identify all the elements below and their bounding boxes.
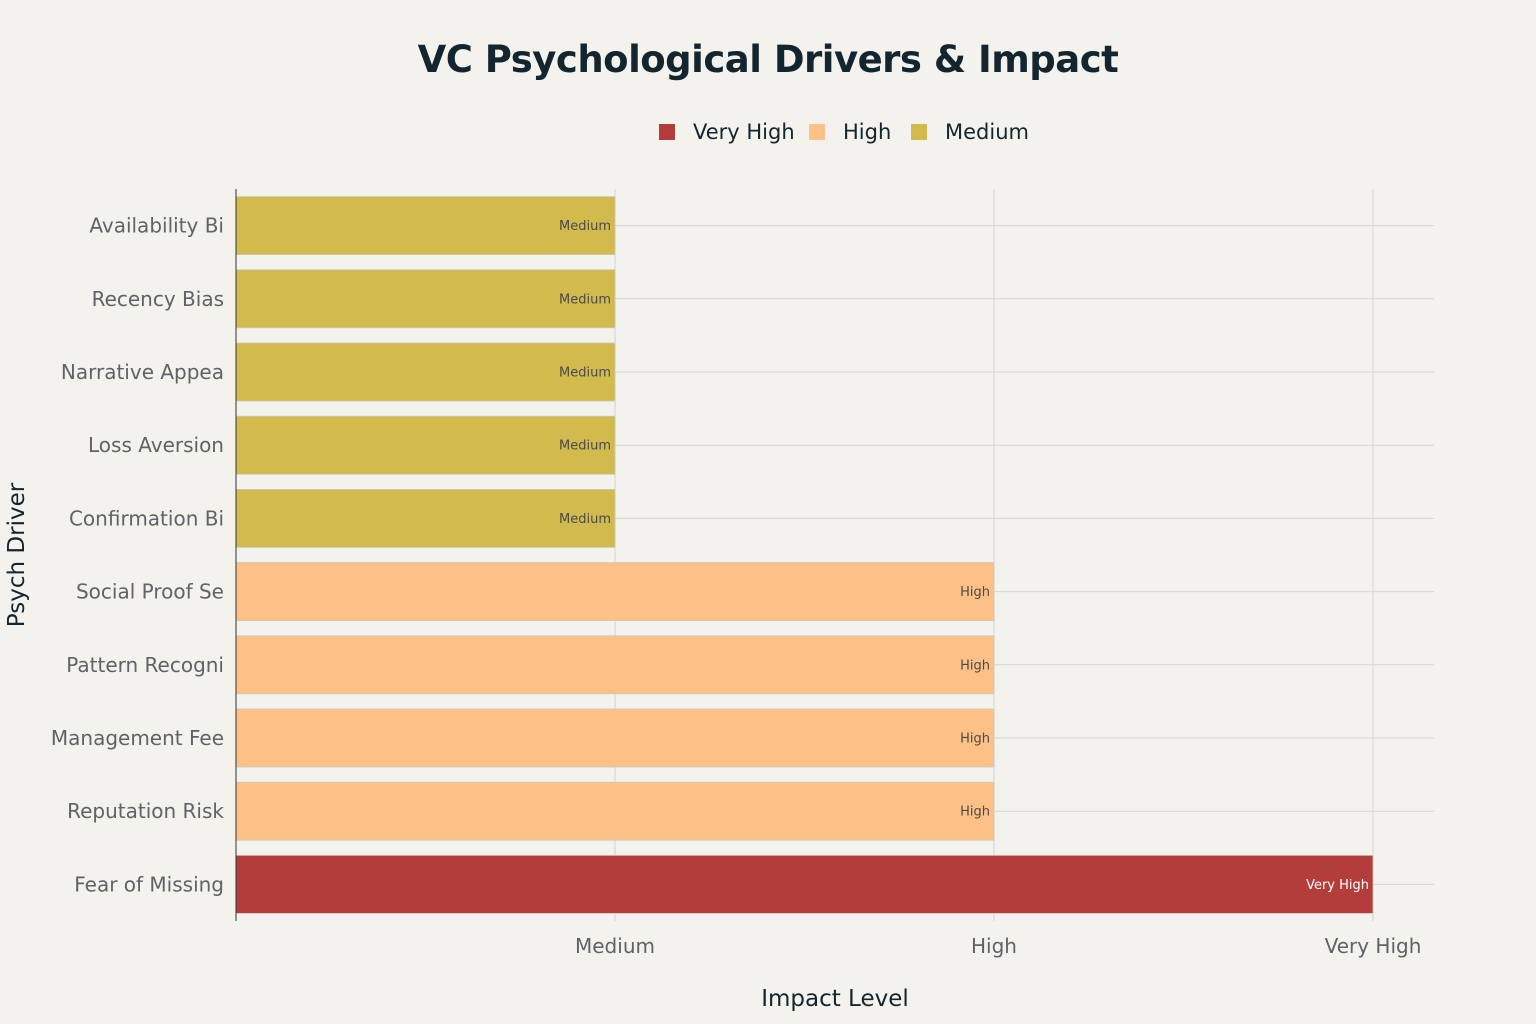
bar bbox=[235, 415, 616, 475]
bar bbox=[235, 635, 995, 695]
bar bbox=[235, 269, 616, 329]
chart-title: VC Psychological Drivers & Impact bbox=[417, 38, 1119, 81]
legend: Very High High Medium bbox=[0, 118, 1536, 146]
bar bbox=[235, 342, 616, 402]
y-tick-label: Narrative Appea bbox=[61, 360, 224, 384]
legend-label-medium: Medium bbox=[945, 120, 1029, 144]
y-tick-label: Loss Aversion bbox=[88, 433, 224, 457]
legend-swatch-medium bbox=[911, 124, 927, 140]
bar bbox=[235, 708, 995, 768]
legend-item-very-high[interactable]: Very High bbox=[659, 118, 795, 146]
legend-label-very-high: Very High bbox=[693, 120, 795, 144]
y-tick-label: Recency Bias bbox=[92, 287, 224, 311]
x-tick-label: Medium bbox=[575, 934, 655, 958]
bar bbox=[235, 855, 1374, 914]
legend-swatch-high bbox=[809, 124, 825, 140]
y-tick-label: Pattern Recogni bbox=[66, 653, 224, 677]
x-tick-label: Very High bbox=[1325, 934, 1422, 958]
y-axis-title: Psych Driver bbox=[4, 482, 30, 627]
bar-data-label: Medium bbox=[559, 219, 611, 234]
bar-data-label: High bbox=[960, 732, 990, 747]
bar bbox=[235, 562, 995, 621]
bar-data-label: High bbox=[960, 585, 990, 600]
y-tick-label: Management Fee bbox=[51, 726, 224, 750]
x-axis-title: Impact Level bbox=[761, 986, 909, 1012]
x-tick-label: High bbox=[971, 934, 1017, 958]
legend-label-high: High bbox=[843, 120, 892, 144]
y-tick-label: Fear of Missing bbox=[74, 872, 224, 896]
bar-data-label: Very High bbox=[1306, 878, 1369, 893]
bar-data-label: Medium bbox=[559, 512, 611, 527]
bar-data-label: High bbox=[960, 658, 990, 673]
legend-item-medium[interactable]: Medium bbox=[911, 118, 1029, 146]
bar-data-label: High bbox=[960, 805, 990, 820]
y-tick-label: Social Proof Se bbox=[76, 580, 224, 604]
bar-data-label: Medium bbox=[559, 366, 611, 381]
legend-swatch-very-high bbox=[659, 124, 675, 140]
y-tick-label: Reputation Risk bbox=[67, 799, 224, 823]
bar bbox=[235, 196, 616, 256]
bar bbox=[235, 781, 995, 841]
bar-data-label: Medium bbox=[559, 292, 611, 307]
y-tick-label: Confirmation Bi bbox=[69, 506, 224, 530]
legend-item-high[interactable]: High bbox=[809, 118, 891, 146]
y-tick-label: Availability Bi bbox=[89, 214, 224, 238]
bar-data-label: Medium bbox=[559, 439, 611, 454]
